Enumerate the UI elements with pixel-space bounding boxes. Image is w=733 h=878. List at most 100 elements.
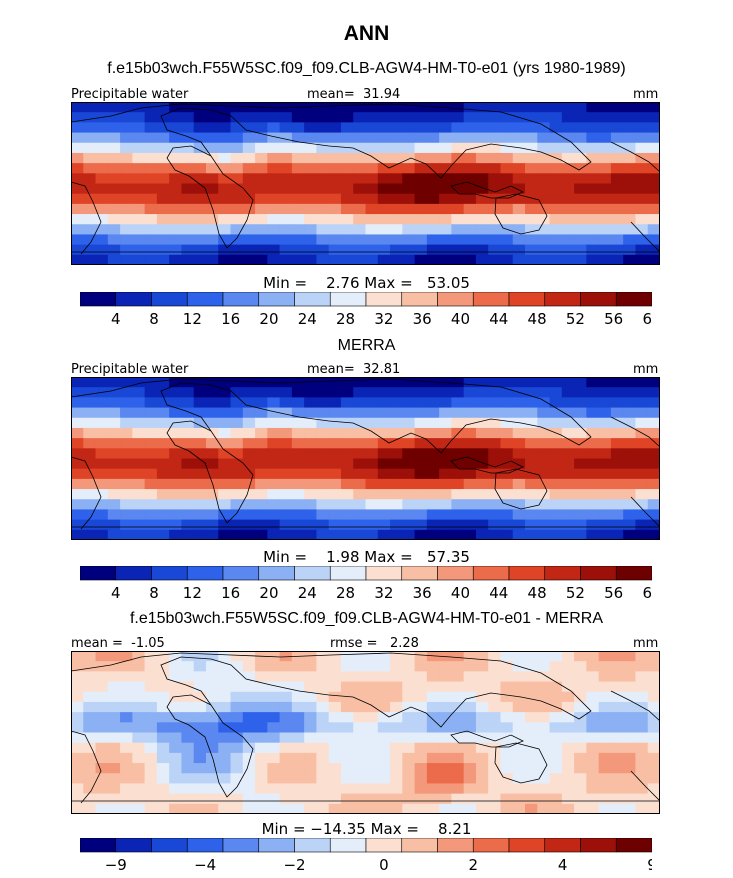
map-cell (377, 681, 391, 693)
map-cell (181, 773, 195, 785)
map-cell (598, 752, 612, 764)
map-cell (598, 112, 612, 123)
map-cell (255, 773, 268, 785)
map-cell (549, 163, 563, 174)
map-cell (71, 468, 84, 480)
map-cell (340, 152, 354, 164)
map-cell (451, 519, 465, 531)
map-cell (610, 438, 624, 449)
map-cell (169, 234, 183, 246)
map-cell (426, 701, 440, 713)
map-cell (95, 519, 109, 531)
map-cell (156, 397, 170, 409)
map-cell (156, 438, 170, 449)
map-cell (414, 112, 428, 123)
map-cell (255, 681, 268, 693)
map-cell (316, 427, 330, 439)
map-cell (488, 701, 502, 713)
map-cell (340, 468, 354, 480)
map-cell (132, 691, 146, 703)
panel-1-min-value: 2.76 (326, 274, 360, 292)
map-cell (242, 661, 256, 672)
map-cell (181, 489, 195, 500)
map-cell (205, 407, 219, 419)
map-cell (561, 671, 575, 683)
map-cell (291, 681, 305, 693)
map-cell (463, 183, 477, 195)
map-cell (439, 132, 452, 144)
map-cell (561, 783, 575, 795)
map-cell (120, 234, 133, 246)
map-cell (426, 122, 440, 134)
map-cell (144, 671, 158, 683)
map-cell (218, 529, 232, 540)
map-cell (205, 142, 219, 154)
map-cell (218, 519, 232, 531)
map-cell (635, 783, 649, 795)
map-cell (193, 661, 207, 672)
map-cell (328, 142, 342, 154)
map-cell (610, 102, 624, 113)
map-cell (193, 712, 207, 723)
map-cell (610, 193, 624, 205)
map-cell (218, 722, 232, 734)
map-cell (426, 529, 440, 540)
map-cell (390, 427, 403, 439)
map-cell (635, 671, 649, 683)
map-cell (561, 478, 575, 490)
map-cell (193, 234, 207, 246)
map-cell (328, 722, 342, 734)
map-cell (475, 783, 489, 795)
map-cell (377, 387, 391, 398)
map-cell (181, 193, 195, 205)
map-cell (340, 529, 354, 540)
map-cell (426, 407, 440, 419)
map-cell (120, 773, 133, 785)
map-cell (218, 193, 232, 205)
map-cell (537, 234, 551, 246)
map-cell (255, 387, 268, 398)
map-cell (242, 732, 256, 744)
map-cell (525, 732, 538, 744)
map-cell (365, 387, 379, 398)
map-cell (586, 214, 600, 225)
map-cell (291, 752, 305, 764)
map-cell (304, 387, 318, 398)
map-cell (475, 468, 489, 480)
map-cell (181, 448, 195, 460)
map-cell (169, 102, 183, 113)
map-cell (267, 438, 281, 449)
map-cell (169, 752, 183, 764)
map-cell (83, 489, 97, 500)
map-cell (169, 152, 183, 164)
map-cell (279, 763, 293, 774)
map-cell (426, 519, 440, 531)
map-cell (512, 701, 526, 713)
panel-3-mean-value: -1.05 (131, 636, 165, 651)
colorbar-swatch (365, 566, 403, 581)
map-cell (340, 793, 354, 805)
map-cell (316, 681, 330, 693)
map-cell (390, 438, 403, 449)
map-cell (500, 173, 514, 185)
map-cell (218, 203, 232, 215)
panel-1-title: f.e15b03wch.F55W5SC.f09_f09.CLB-AGW4-HM-… (107, 60, 626, 77)
map-cell (488, 458, 502, 470)
map-cell (71, 793, 84, 805)
map-cell (525, 722, 538, 734)
map-cell (647, 489, 660, 500)
map-cell (561, 193, 575, 205)
map-cell (451, 681, 465, 693)
map-cell (267, 407, 281, 419)
map-cell (537, 173, 551, 185)
map-cell (475, 183, 489, 195)
map-cell (439, 681, 452, 693)
map-cell (169, 112, 183, 123)
map-cell (255, 448, 268, 460)
map-cell (156, 142, 170, 154)
colorbar-tick-label: 0 (379, 856, 389, 874)
map-cell (107, 224, 121, 236)
map-cell (439, 448, 452, 460)
map-cell (304, 691, 318, 703)
map-cell (242, 132, 256, 144)
